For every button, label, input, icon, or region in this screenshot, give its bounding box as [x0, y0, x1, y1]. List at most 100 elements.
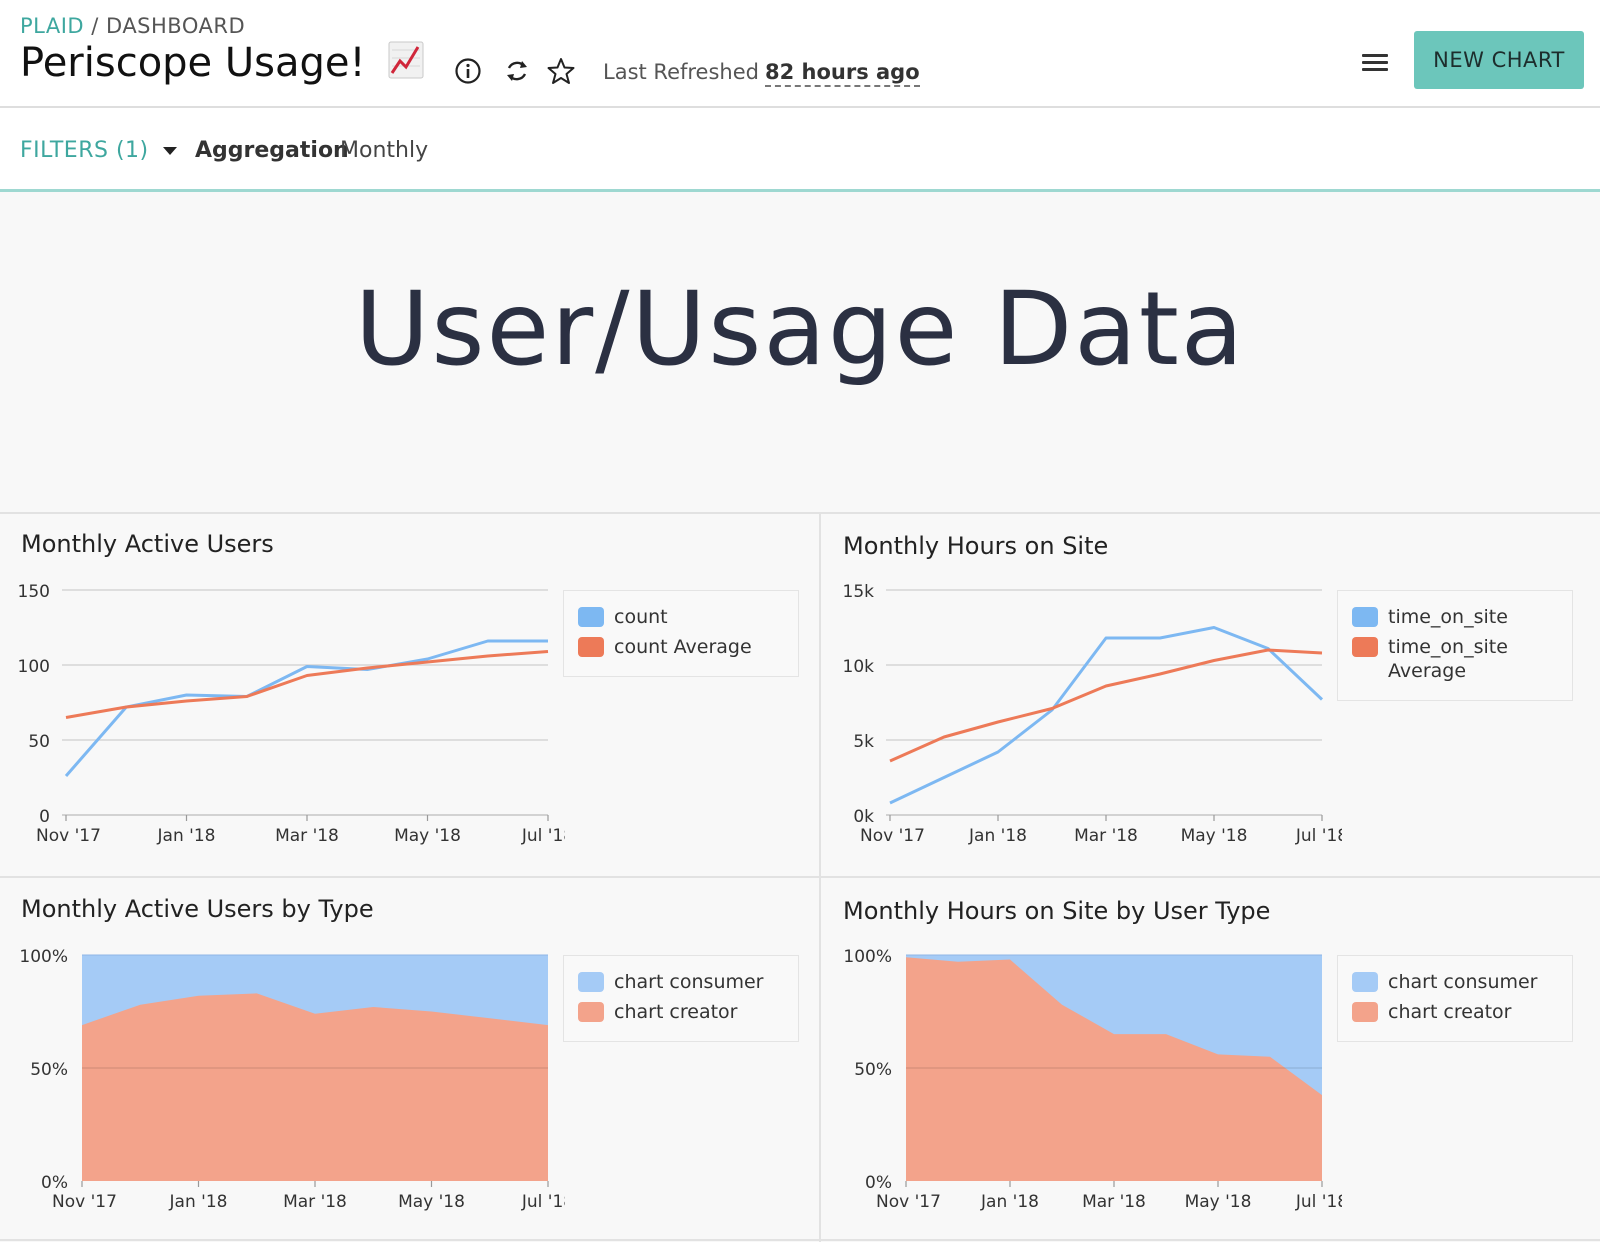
legend-item[interactable]: count Average	[578, 635, 784, 659]
chart-increasing-icon	[388, 41, 424, 89]
y-tick-label: 5k	[853, 732, 874, 752]
refresh-ago: 82 hours ago	[764, 60, 920, 87]
legend-item[interactable]: time_on_site	[1352, 605, 1558, 629]
x-tick-label: Jan '18	[157, 826, 216, 846]
chart-title[interactable]: Monthly Active Users by Type	[21, 895, 374, 923]
legend-label: time_on_site Average	[1388, 636, 1508, 682]
chart-title[interactable]: Monthly Hours on Site	[843, 532, 1109, 560]
chart-legend: chart consumer chart creator	[563, 955, 799, 1042]
breadcrumb-separator: /	[84, 14, 107, 38]
aggregation-label: Aggregation	[195, 138, 349, 163]
x-tick-label: May '18	[398, 1192, 465, 1212]
y-tick-label: 0%	[865, 1173, 892, 1193]
y-tick-label: 0%	[41, 1173, 68, 1193]
new-chart-button[interactable]: NEW CHART	[1414, 31, 1584, 89]
chart-active-users-by-type: 0% 50% 100% Nov '17 Jan '18 Mar '18 May '18 Jul…	[19, 947, 565, 1212]
menu-icon[interactable]	[1360, 50, 1390, 76]
chart-title[interactable]: Monthly Active Users	[21, 530, 274, 558]
panel-divider	[0, 876, 1600, 878]
x-tick-label: Mar '18	[283, 1192, 347, 1212]
y-tick-label: 0k	[853, 807, 874, 827]
series-line-value	[64, 639, 548, 777]
x-tick-label: Jan '18	[968, 826, 1027, 846]
dashboard-section-title: User/Usage Data	[354, 270, 1246, 389]
aggregation-value[interactable]: Monthly	[340, 138, 429, 163]
legend-label: chart creator	[1388, 1001, 1512, 1023]
legend-swatch	[1352, 972, 1378, 992]
x-tick-label: Jul '18	[1295, 826, 1342, 846]
dashboard-title-row: Periscope Usage!	[20, 40, 424, 89]
x-tick-label: Nov '17	[876, 1192, 941, 1212]
chart-legend: chart consumer chart creator	[1337, 955, 1573, 1042]
legend-item[interactable]: chart creator	[1352, 1000, 1558, 1024]
legend-swatch	[1352, 637, 1378, 657]
legend-swatch	[578, 637, 604, 657]
refresh-icon[interactable]	[502, 56, 532, 86]
chart-monthly-hours-on-site: 0k 5k 10k 15k Nov '17 Jan '18 Mar '18 May '18 Ju…	[843, 582, 1342, 846]
y-tick-label: 10k	[843, 657, 875, 677]
x-tick-label: Nov '17	[36, 826, 101, 846]
breadcrumb: PLAID / DASHBOARD	[20, 14, 245, 38]
y-tick-label: 100	[18, 657, 50, 677]
chart-hours-by-user-type: 0% 50% 100% Nov '17 Jan '18 Mar '18 May '18 Jul…	[843, 947, 1342, 1212]
legend-swatch	[578, 972, 604, 992]
caret-down-icon	[162, 147, 177, 155]
chart-title[interactable]: Monthly Hours on Site by User Type	[843, 897, 1271, 925]
filter-bar: FILTERS (1) Aggregation Monthly	[0, 108, 1600, 192]
series-line-value	[889, 626, 1324, 805]
y-tick-label: 150	[18, 582, 50, 602]
y-tick-label: 50%	[854, 1060, 892, 1080]
legend-swatch	[1352, 607, 1378, 627]
legend-swatch	[1352, 1002, 1378, 1022]
legend-item[interactable]: chart consumer	[578, 970, 784, 994]
legend-label: count Average	[614, 636, 752, 658]
last-refreshed: Last Refreshed 82 hours ago	[603, 60, 920, 87]
y-tick-label: 50	[28, 732, 50, 752]
legend-item[interactable]: chart consumer	[1352, 970, 1558, 994]
legend-swatch	[578, 1002, 604, 1022]
y-tick-label: 100%	[19, 947, 68, 967]
x-tick-label: May '18	[1181, 826, 1248, 846]
filters-label: FILTERS (1)	[20, 138, 149, 163]
info-icon[interactable]	[453, 56, 483, 86]
x-tick-label: Jul '18	[521, 826, 565, 846]
x-tick-label: Mar '18	[275, 826, 339, 846]
legend-label: chart creator	[614, 1001, 738, 1023]
x-tick-label: Jan '18	[169, 1192, 228, 1212]
breadcrumb-section-link[interactable]: DASHBOARD	[106, 14, 246, 38]
dashboard-title[interactable]: Periscope Usage!	[20, 40, 366, 86]
filters-dropdown[interactable]: FILTERS (1)	[20, 138, 177, 163]
legend-label: time_on_site	[1388, 606, 1508, 628]
x-tick-label: Nov '17	[860, 826, 925, 846]
legend-label: count	[614, 606, 668, 628]
legend-item[interactable]: time_on_site Average	[1352, 635, 1558, 683]
y-tick-label: 0	[39, 807, 50, 827]
legend-label: chart consumer	[1388, 971, 1538, 993]
panel-divider	[819, 512, 821, 1242]
legend-item[interactable]: chart creator	[578, 1000, 784, 1024]
series-line-average	[65, 650, 549, 719]
chart-legend: time_on_site time_on_site Average	[1337, 590, 1573, 701]
x-tick-label: Mar '18	[1082, 1192, 1146, 1212]
x-tick-label: Mar '18	[1074, 826, 1138, 846]
panel-divider	[0, 512, 1600, 514]
legend-item[interactable]: count	[578, 605, 784, 629]
area-chart-creator	[82, 993, 548, 1181]
legend-swatch	[578, 607, 604, 627]
x-tick-label: May '18	[1185, 1192, 1252, 1212]
x-tick-label: Nov '17	[52, 1192, 117, 1212]
legend-label: chart consumer	[614, 971, 764, 993]
chart-monthly-active-users: 0 50 100 150 Nov '17 Jan '18 Mar '18 May '18 Jul…	[18, 582, 565, 846]
series-line-average	[889, 648, 1323, 763]
x-tick-label: Jan '18	[980, 1192, 1039, 1212]
y-tick-label: 100%	[843, 947, 892, 967]
x-tick-label: May '18	[394, 826, 461, 846]
area-chart-creator	[906, 957, 1322, 1181]
top-header: PLAID / DASHBOARD Periscope Usage! Last …	[0, 0, 1600, 108]
x-tick-label: Jul '18	[521, 1192, 565, 1212]
chart-legend: count count Average	[563, 590, 799, 677]
y-tick-label: 15k	[843, 582, 875, 602]
refresh-label: Last Refreshed	[603, 60, 759, 84]
breadcrumb-org-link[interactable]: PLAID	[20, 14, 85, 38]
star-icon[interactable]	[546, 56, 576, 86]
